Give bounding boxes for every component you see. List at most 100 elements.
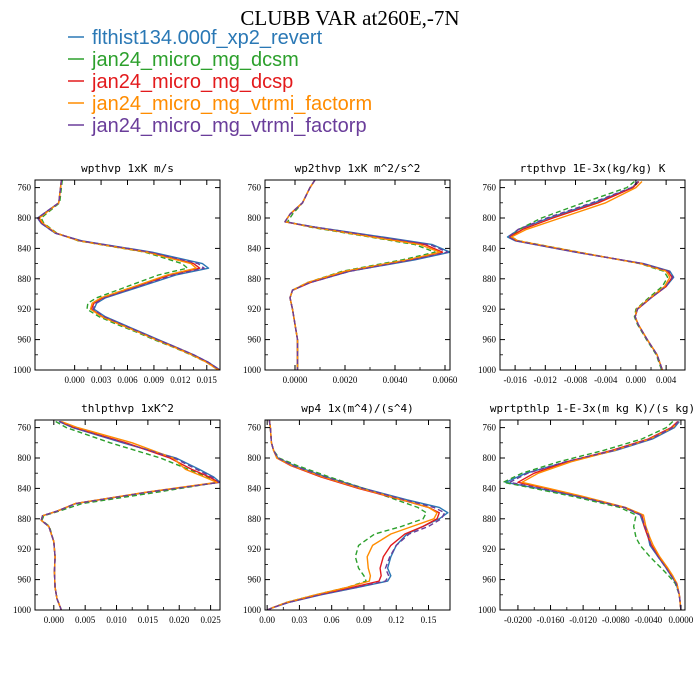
panel-4: thlpthvp 1xK^2 0.000 0.005 0.010 0.015 0.020 0… [13, 402, 221, 625]
y-tick-label: 760 [248, 183, 262, 193]
plot-frame [264, 419, 451, 611]
y-tick-label: 920 [483, 304, 497, 314]
x-tick-label: 0.006 [117, 375, 138, 385]
y-tick-label: 840 [18, 243, 32, 253]
x-tick-label: 0.0000 [283, 375, 308, 385]
y-tick-label: 960 [18, 335, 32, 345]
x-tick-label: 0.09 [356, 615, 372, 625]
series-group [266, 420, 449, 610]
y-tick-label: 920 [248, 304, 262, 314]
y-tick-label: 960 [248, 575, 262, 585]
y-tick-label: 840 [248, 483, 262, 493]
legend-item: jan24_micro_mg_vtrmi_factorm [68, 93, 372, 115]
series-line-5 [40, 420, 220, 610]
x-tick-label: -0.0040 [634, 615, 662, 625]
x-tick-label: 0.003 [91, 375, 112, 385]
x-tick-label: -0.0080 [602, 615, 630, 625]
series-line-4 [38, 180, 219, 370]
y-tick-label: 880 [248, 514, 262, 524]
x-tick-label: 0.000 [626, 375, 647, 385]
y-tick-label: 880 [483, 274, 497, 284]
x-tick-label: 0.000 [44, 615, 65, 625]
panel-title: wprtpthlp 1-E-3x(m kg K)/(s kg) [490, 402, 695, 415]
x-tick-label: 0.005 [75, 615, 96, 625]
y-tick-label: 1000 [13, 605, 32, 615]
series-line-5 [36, 180, 220, 370]
y-tick-label: 840 [483, 483, 497, 493]
x-tick-label: 0.010 [106, 615, 127, 625]
series-group [502, 421, 682, 610]
y-tick-label: 1000 [13, 365, 32, 375]
y-tick-label: 920 [248, 544, 262, 554]
panel-3: rtpthvp 1E-3x(kg/kg) K -0.016 -0.012 -0.008… [478, 162, 686, 385]
x-tick-label: 0.03 [292, 615, 308, 625]
y-tick-label: 960 [483, 575, 497, 585]
panel-5: wp4 1x(m^4)/(s^4) 0.00 0.03 0.06 0.09 0.12 0.1… [243, 402, 451, 625]
y-tick-label: 760 [483, 183, 497, 193]
series-line-4 [521, 421, 682, 610]
y-tick-label: 960 [483, 335, 497, 345]
legend-item: jan24_micro_mg_dcsp [68, 71, 293, 93]
y-tick-label: 1000 [478, 605, 497, 615]
x-tick-label: -0.008 [564, 375, 588, 385]
x-tick-label: 0.020 [169, 615, 190, 625]
x-tick-label: 0.15 [421, 615, 437, 625]
y-tick-label: 880 [18, 514, 32, 524]
x-tick-label: 0.00 [259, 615, 275, 625]
series-line-2 [40, 180, 219, 370]
series-group [36, 180, 220, 370]
legend-label: jan24_micro_mg_vtrmi_factorm [91, 93, 372, 115]
x-tick-label: 0.000 [65, 375, 86, 385]
x-tick-label: 0.004 [656, 375, 677, 385]
legend-label: flthist134.000f_xp2_revert [92, 27, 323, 49]
y-tick-label: 880 [248, 274, 262, 284]
y-tick-label: 1000 [478, 365, 497, 375]
x-tick-label: -0.004 [594, 375, 618, 385]
y-tick-label: 920 [18, 304, 32, 314]
y-tick-label: 920 [18, 544, 32, 554]
x-tick-label: 0.0060 [433, 375, 458, 385]
plot-frame [34, 419, 221, 611]
x-tick-label: 0.0020 [333, 375, 358, 385]
y-tick-label: 880 [483, 514, 497, 524]
y-tick-label: 760 [483, 423, 497, 433]
series-group [40, 420, 220, 610]
x-tick-label: 0.0040 [383, 375, 408, 385]
x-tick-label: 0.012 [170, 375, 190, 385]
legend: flthist134.000f_xp2_revertjan24_micro_mg… [68, 27, 372, 137]
plot-frame [499, 419, 686, 611]
y-tick-label: 840 [248, 243, 262, 253]
legend-label: jan24_micro_mg_dcsp [91, 71, 293, 93]
legend-item: jan24_micro_mg_dcsm [68, 49, 299, 71]
series-line-5 [507, 180, 674, 370]
y-tick-label: 880 [18, 274, 32, 284]
series-line-5 [284, 180, 449, 370]
panel-1: wpthvp 1xK m/s 0.000 0.003 0.006 0.009 0.012 0… [13, 162, 221, 385]
panel-title: thlpthvp 1xK^2 [81, 402, 174, 415]
x-tick-label: -0.0120 [569, 615, 597, 625]
x-tick-label: 0.06 [324, 615, 340, 625]
panel-title: wpthvp 1xK m/s [81, 162, 174, 175]
y-tick-label: 760 [18, 183, 32, 193]
y-tick-label: 840 [18, 483, 32, 493]
y-tick-label: 800 [18, 453, 32, 463]
legend-item: jan24_micro_mg_vtrmi_factorp [68, 115, 367, 137]
y-tick-label: 920 [483, 544, 497, 554]
legend-item: flthist134.000f_xp2_revert [68, 27, 323, 49]
x-tick-label: -0.0200 [504, 615, 532, 625]
series-group [506, 180, 675, 370]
series-group [284, 180, 450, 370]
panel-title: rtpthvp 1E-3x(kg/kg) K [520, 162, 666, 175]
y-tick-label: 840 [483, 243, 497, 253]
y-tick-label: 800 [483, 453, 497, 463]
x-tick-label: -0.012 [534, 375, 557, 385]
series-line-2 [502, 421, 682, 610]
y-tick-label: 800 [248, 213, 262, 223]
x-tick-label: 0.025 [200, 615, 221, 625]
x-tick-label: 0.12 [388, 615, 404, 625]
panel-2: wp2thvp 1xK m^2/s^2 0.0000 0.0020 0.0040 0.0… [243, 162, 458, 385]
y-tick-label: 800 [18, 213, 32, 223]
y-tick-label: 960 [248, 335, 262, 345]
